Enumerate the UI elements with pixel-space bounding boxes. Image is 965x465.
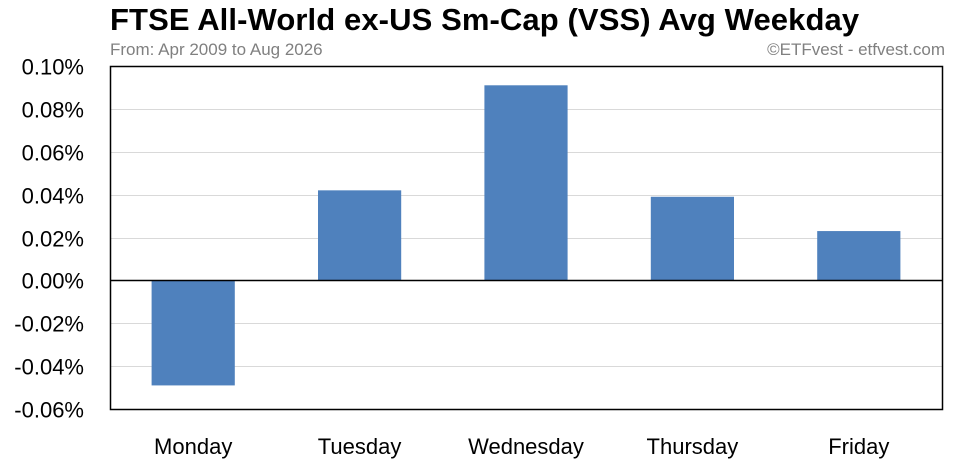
y-tick-label: 0.10% (22, 55, 84, 80)
x-tick-label: Thursday (647, 434, 739, 459)
plot-border (109, 65, 944, 411)
bar-tuesday (318, 190, 402, 281)
bar-wednesday (484, 85, 568, 281)
y-tick-label: 0.02% (22, 227, 84, 252)
x-tick-label: Tuesday (318, 434, 402, 459)
bar-thursday (650, 196, 734, 281)
bar-friday (817, 231, 901, 281)
bar-monday (151, 280, 235, 386)
y-tick-labels: 0.10% 0.08% 0.06% 0.04% 0.02% 0.00% -0.02% -0.0… (14, 55, 84, 423)
chart-title: FTSE All-World ex-US Sm-Cap (VSS) Avg We… (110, 2, 860, 37)
x-tick-label: Wednesday (468, 434, 584, 459)
x-tick-labels: Monday Tuesday Wednesday Thursday Friday (154, 434, 889, 459)
x-tick-label: Friday (828, 434, 889, 459)
x-tick-label: Monday (154, 434, 232, 459)
chart-subtitle: From: Apr 2009 to Aug 2026 (110, 40, 323, 59)
y-tick-label: -0.06% (14, 398, 84, 423)
y-tick-label: -0.04% (14, 355, 84, 380)
y-tick-label: 0.06% (22, 141, 84, 166)
axes (109, 65, 944, 411)
y-tick-label: 0.00% (22, 269, 84, 294)
chart-credit: ©ETFvest - etfvest.com (767, 40, 945, 59)
y-tick-label: 0.04% (22, 184, 84, 209)
bars (151, 85, 901, 386)
y-tick-label: 0.08% (22, 98, 84, 123)
y-tick-label: -0.02% (14, 312, 84, 337)
